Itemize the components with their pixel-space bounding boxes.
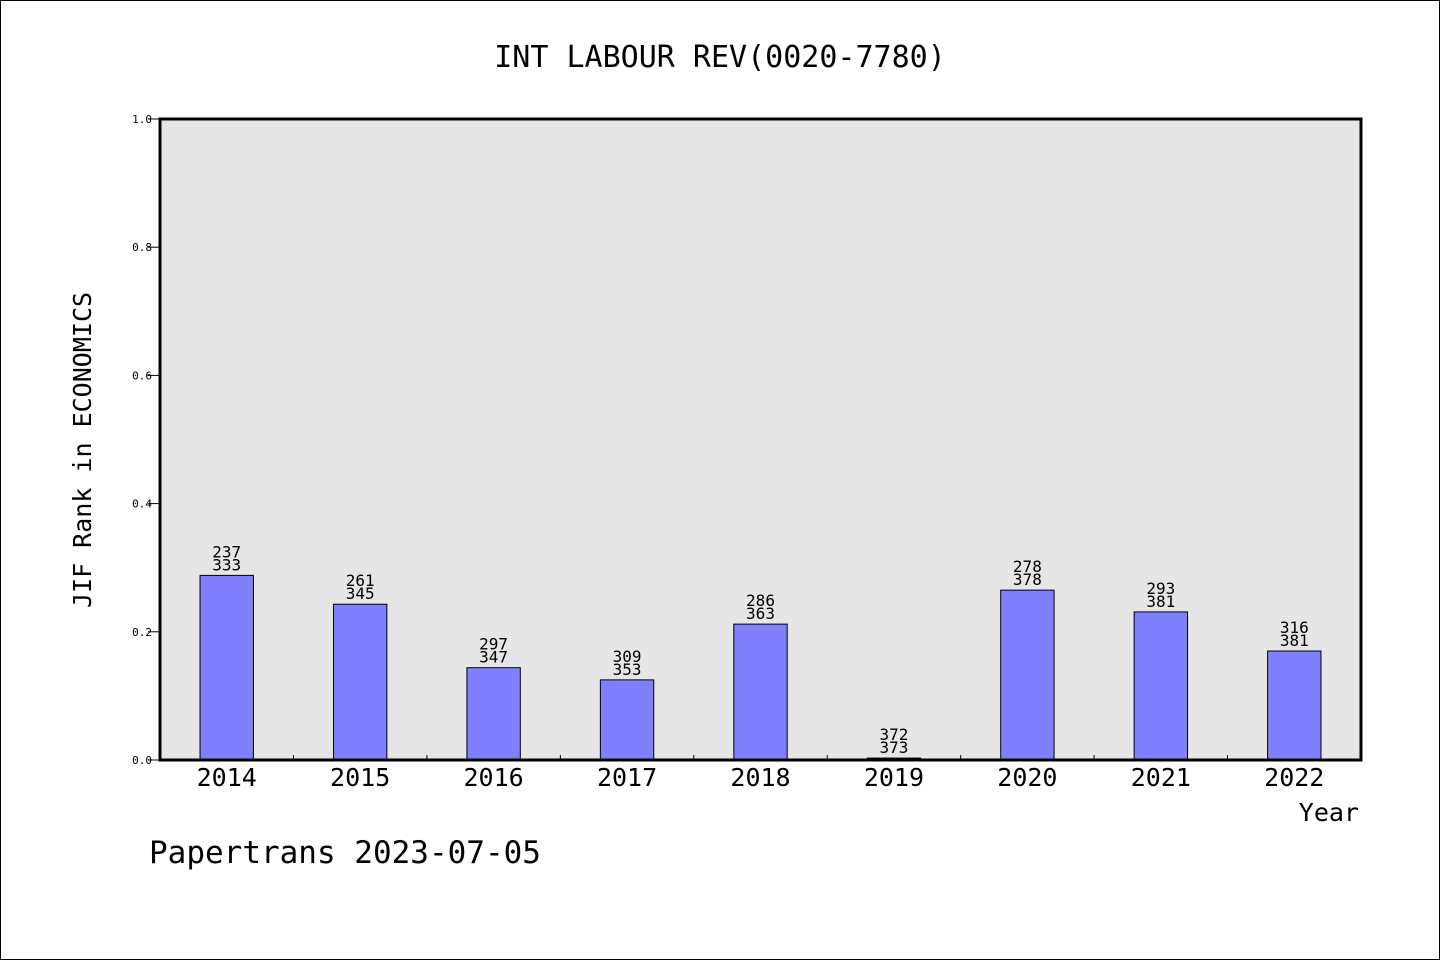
x-axis-label: Year <box>1299 798 1359 827</box>
bar-total-label: 378 <box>1013 570 1042 589</box>
bar-total-label: 363 <box>746 604 775 623</box>
x-tick-label: 2020 <box>997 763 1057 792</box>
y-axis-label: JIF Rank in ECONOMICS <box>68 292 97 608</box>
x-tick-label: 2017 <box>597 763 657 792</box>
y-tick-label: 0.4 <box>132 498 152 511</box>
bar-total-label: 373 <box>879 738 908 757</box>
y-tick-label: 0.8 <box>132 241 152 254</box>
x-tick-label: 2016 <box>464 763 524 792</box>
footer-text: Papertrans 2023-07-05 <box>149 835 541 871</box>
bar-2020 <box>1000 589 1055 761</box>
plot-frame <box>158 117 1363 762</box>
bar-rank-label: 286 <box>746 591 775 610</box>
y-tick-label: 0.2 <box>132 626 152 639</box>
x-tick-label: 2021 <box>1131 763 1191 792</box>
bar-2021 <box>1133 611 1189 761</box>
bar-2014 <box>199 574 254 761</box>
bar-rank-label: 261 <box>346 571 375 590</box>
bar-2018 <box>733 623 788 761</box>
bar-rank-label: 293 <box>1146 579 1175 598</box>
bar-total-label: 381 <box>1280 631 1309 650</box>
x-tick-label: 2014 <box>197 763 257 792</box>
x-tick-label: 2015 <box>330 763 390 792</box>
y-tick-label: 1.0 <box>132 113 152 126</box>
bar-rank-label: 237 <box>212 542 241 561</box>
bar-2016 <box>466 667 521 761</box>
y-axis: 0.0 0.2 0.4 0.6 0.8 1.0 <box>132 113 160 767</box>
x-tick-label: 2022 <box>1264 763 1324 792</box>
x-tick-label: 2019 <box>864 763 924 792</box>
bar-2015 <box>332 603 388 761</box>
bar-total-label: 333 <box>212 555 241 574</box>
y-tick-label: 0.0 <box>132 754 152 767</box>
bar-total-label: 347 <box>479 648 508 667</box>
bar-rank-label: 278 <box>1013 557 1042 576</box>
bar-total-label: 381 <box>1146 592 1175 611</box>
bar-2022 <box>1267 650 1322 761</box>
x-tick-label: 2018 <box>730 763 790 792</box>
chart-title: INT LABOUR REV(0020-7780) <box>494 40 946 75</box>
y-tick-label: 0.6 <box>132 369 152 382</box>
bar-rank-label: 372 <box>879 725 908 744</box>
bar-total-label: 345 <box>346 584 375 603</box>
bar-rank-label: 316 <box>1280 618 1309 637</box>
x-axis: 2014 2015 2016 2017 2018 2019 2020 2021 2022 <box>197 755 1324 792</box>
bar-2017 <box>599 679 655 761</box>
bar-rank-label: 309 <box>613 647 642 666</box>
bar-total-label: 353 <box>613 660 642 679</box>
bar-rank-label: 297 <box>479 635 508 654</box>
